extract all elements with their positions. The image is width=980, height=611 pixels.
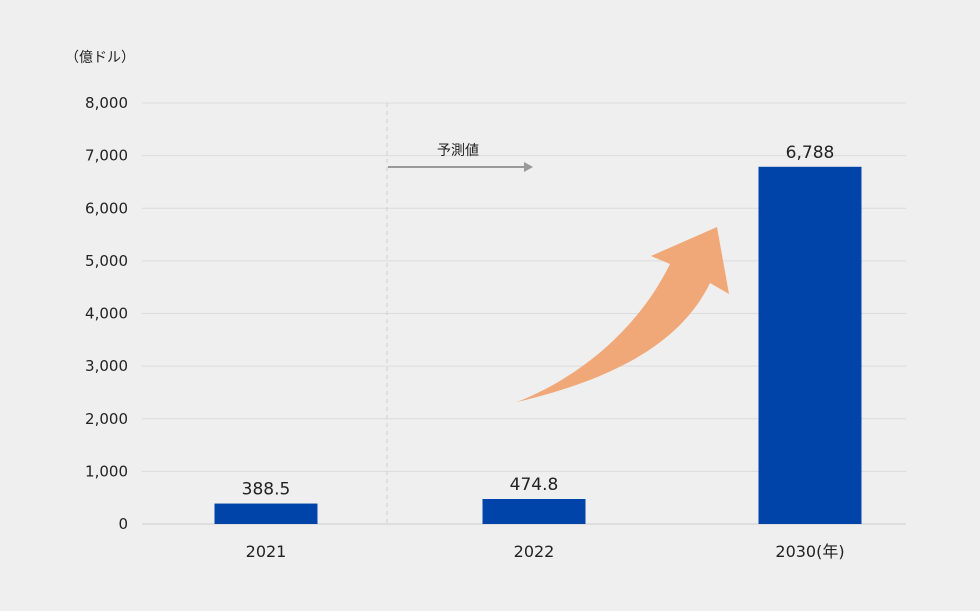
forecast-label: 予測値 [437,143,479,159]
data-label: 6,788 [786,143,835,163]
y-tick-label: 6,000 [85,199,128,217]
y-tick-label: 5,000 [85,252,128,270]
data-label: 474.8 [510,475,559,495]
y-tick-label: 1,000 [85,462,128,480]
y-axis-unit-label: （億ドル） [65,50,135,66]
x-tick-label: 2030(年) [775,542,844,561]
bar [758,166,862,524]
x-tick-label: 2022 [514,542,555,561]
y-tick-label: 2,000 [85,410,128,428]
bar [482,499,586,524]
y-tick-label: 8,000 [85,94,128,112]
y-axis-ticks: 0 1,000 2,000 3,000 4,000 5,000 6,000 7,000 8,00… [85,94,128,533]
y-tick-label: 0 [118,515,128,533]
x-axis-labels: 2021 2022 2030(年) [246,542,845,561]
gridlines [142,102,906,525]
growth-arrow [517,227,729,402]
y-tick-label: 7,000 [85,147,128,165]
data-labels: 388.5 474.8 6,788 [242,143,835,500]
bars [214,166,862,524]
bar [214,503,318,524]
x-tick-label: 2021 [246,542,287,561]
y-tick-label: 4,000 [85,305,128,323]
y-tick-label: 3,000 [85,357,128,375]
data-label: 388.5 [242,480,291,500]
